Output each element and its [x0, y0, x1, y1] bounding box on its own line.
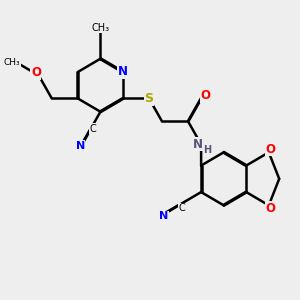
Text: CH₃: CH₃: [4, 58, 20, 67]
Text: O: O: [200, 89, 211, 102]
Text: O: O: [31, 66, 41, 79]
Text: C: C: [178, 203, 185, 213]
Text: S: S: [145, 92, 154, 105]
Text: CH₃: CH₃: [92, 23, 110, 33]
Text: N: N: [159, 211, 168, 221]
Text: N: N: [193, 138, 202, 151]
Text: O: O: [265, 202, 275, 215]
Text: H: H: [203, 145, 211, 155]
Text: O: O: [265, 143, 275, 156]
Text: N: N: [76, 141, 85, 151]
Text: C: C: [89, 124, 96, 134]
Text: N: N: [118, 65, 128, 79]
